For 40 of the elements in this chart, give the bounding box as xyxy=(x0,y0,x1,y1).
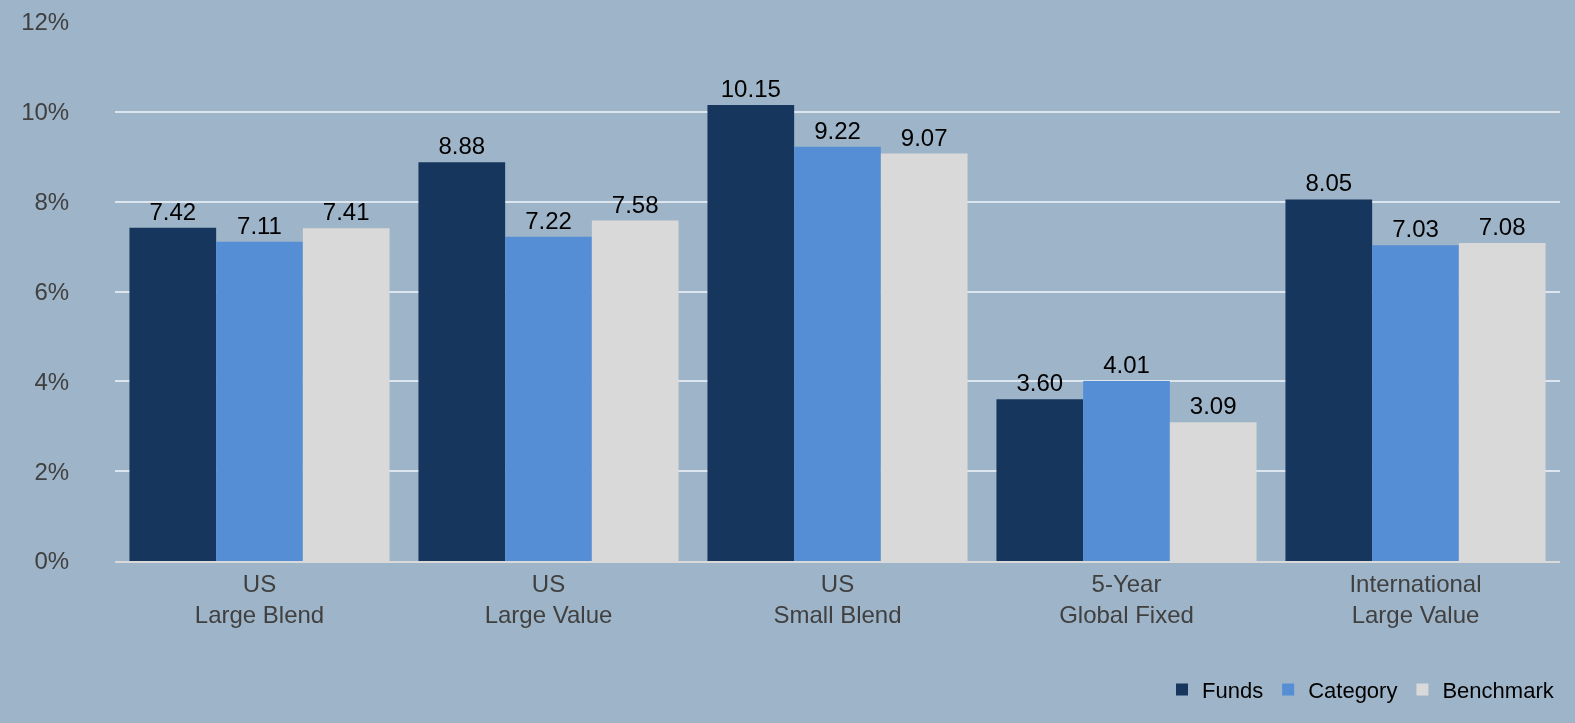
x-tick-label: US Large Value xyxy=(484,569,613,628)
data-label: 3.60 xyxy=(1016,369,1064,397)
data-label: 7.11 xyxy=(237,211,282,239)
legend-label: Category xyxy=(1308,678,1398,704)
y-tick-label: 12% xyxy=(21,8,70,36)
y-tick-label: 4% xyxy=(34,367,70,395)
data-label: 7.08 xyxy=(1478,212,1526,240)
y-tick-label: 6% xyxy=(34,277,70,305)
data-label: 4.01 xyxy=(1103,350,1150,378)
data-label: 9.07 xyxy=(900,123,948,151)
bar xyxy=(505,236,592,561)
legend-label: Funds xyxy=(1202,678,1264,704)
data-label: 3.09 xyxy=(1189,392,1237,420)
y-tick-label: 10% xyxy=(21,98,70,126)
data-label: 7.03 xyxy=(1392,215,1439,243)
data-label: 9.22 xyxy=(814,116,861,144)
bar xyxy=(129,227,217,561)
data-label: 7.22 xyxy=(525,206,572,234)
y-tick-label: 8% xyxy=(34,188,70,216)
x-tick-label: US Small Blend xyxy=(773,569,902,628)
bar xyxy=(1083,380,1170,561)
bar xyxy=(418,162,506,561)
bar xyxy=(1285,199,1373,561)
bar xyxy=(707,105,795,561)
y-tick-label: 2% xyxy=(34,457,70,485)
data-label: 10.15 xyxy=(720,75,781,103)
data-label: 7.58 xyxy=(611,190,659,218)
y-tick-label: 0% xyxy=(34,547,70,575)
bar xyxy=(996,399,1084,561)
bar xyxy=(1372,245,1459,561)
data-label: 7.41 xyxy=(322,198,370,226)
x-tick-label: US Large Blend xyxy=(194,569,325,628)
bar xyxy=(216,241,303,561)
bar xyxy=(794,146,881,561)
data-label: 7.42 xyxy=(149,197,197,225)
data-label: 8.88 xyxy=(438,132,486,160)
data-label: 8.05 xyxy=(1305,169,1353,197)
x-tick-label: 5-Year Global Fixed xyxy=(1059,569,1194,628)
legend-label: Benchmark xyxy=(1442,678,1555,704)
x-tick-label: International Large Value xyxy=(1349,569,1482,628)
